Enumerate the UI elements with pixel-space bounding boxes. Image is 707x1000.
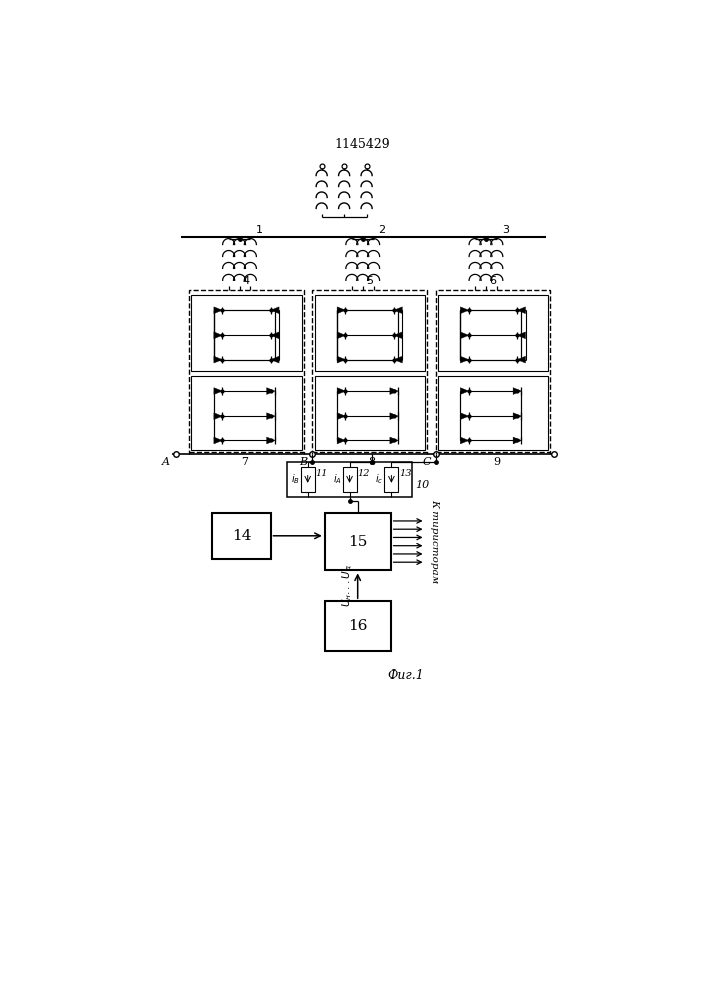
Text: Фиг.1: Фиг.1 [387,669,424,682]
Polygon shape [390,413,398,420]
Text: $i_A$: $i_A$ [333,473,341,486]
Polygon shape [460,307,469,314]
Bar [300,467,315,492]
Bar [212,513,271,559]
Bar [436,290,550,452]
Text: 14: 14 [232,529,251,543]
Polygon shape [460,413,469,420]
Bar [287,462,412,497]
Text: 15: 15 [348,535,368,549]
Bar [438,376,548,450]
Polygon shape [337,307,346,314]
Text: 7: 7 [241,457,248,467]
Text: 11: 11 [315,469,328,478]
Text: B: B [299,457,307,467]
Bar [315,295,425,371]
Bar [192,295,301,371]
Text: 16: 16 [348,619,368,633]
Bar [189,290,304,452]
Polygon shape [267,413,275,420]
Polygon shape [390,437,398,444]
Polygon shape [517,332,525,339]
Text: 6: 6 [489,276,496,286]
Text: $U_н...U_д$: $U_н...U_д$ [341,564,356,607]
Text: 1145429: 1145429 [335,138,390,151]
Polygon shape [337,437,346,444]
Text: C: C [422,457,431,467]
Polygon shape [517,307,525,314]
Polygon shape [513,413,522,420]
Bar [315,376,425,450]
Polygon shape [517,356,525,363]
Polygon shape [460,332,469,339]
Polygon shape [214,332,222,339]
Polygon shape [214,413,222,420]
Polygon shape [214,307,222,314]
Text: 12: 12 [357,469,370,478]
Bar [312,290,427,452]
Polygon shape [214,356,222,363]
Text: 9: 9 [493,457,501,467]
Text: $i_c$: $i_c$ [375,473,384,486]
Bar [385,467,398,492]
Text: 13: 13 [399,469,411,478]
Text: A: A [162,457,170,467]
Polygon shape [337,388,346,394]
Bar [325,601,391,651]
Bar [325,513,391,570]
Polygon shape [271,307,279,314]
Polygon shape [214,388,222,394]
Text: К тиристорам: К тиристорам [430,499,439,584]
Polygon shape [513,437,522,444]
Text: 2: 2 [378,225,385,235]
Polygon shape [337,356,346,363]
Polygon shape [394,332,402,339]
Text: 10: 10 [416,480,430,490]
Polygon shape [460,437,469,444]
Text: 3: 3 [502,225,509,235]
Polygon shape [460,356,469,363]
Polygon shape [271,332,279,339]
Polygon shape [267,388,275,394]
Polygon shape [271,356,279,363]
Bar [343,467,356,492]
Polygon shape [214,437,222,444]
Text: 1: 1 [255,225,262,235]
Polygon shape [390,388,398,394]
Polygon shape [513,388,522,394]
Text: $i_B$: $i_B$ [291,473,300,486]
Text: 4: 4 [243,276,250,286]
Polygon shape [337,413,346,420]
Bar [192,376,301,450]
Polygon shape [337,332,346,339]
Polygon shape [267,437,275,444]
Bar [438,295,548,371]
Polygon shape [394,307,402,314]
Polygon shape [394,356,402,363]
Polygon shape [460,388,469,394]
Text: 5: 5 [366,276,373,286]
Text: 8: 8 [368,457,375,467]
